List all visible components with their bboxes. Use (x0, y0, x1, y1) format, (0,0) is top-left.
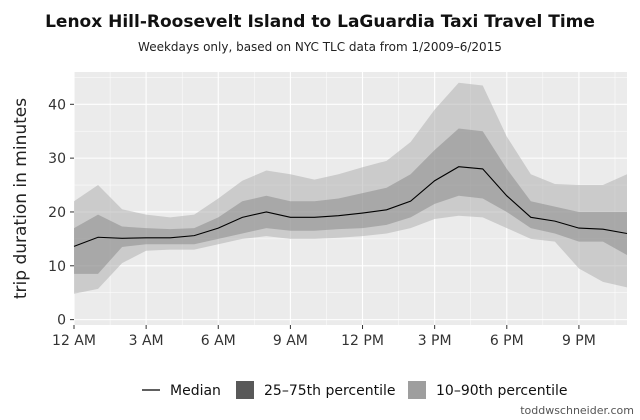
legend-label-25-75: 25–75th percentile (264, 383, 395, 399)
x-tick-label: 9 AM (273, 333, 308, 349)
y-tick-label: 0 (57, 313, 66, 329)
median-line (73, 166, 628, 247)
y-tick-label: 30 (48, 151, 66, 167)
x-tick-label: 12 AM (52, 333, 96, 349)
y-tick-label: 10 (48, 259, 66, 275)
band-10-90-percentile (74, 82, 627, 294)
x-tick-label: 6 AM (201, 333, 236, 349)
x-axis-ticks: 12 AM 3 AM 6 AM 9 AM 12 PM 3 PM 6 PM 9 PM (52, 325, 596, 349)
x-tick-label: 3 AM (129, 333, 164, 349)
x-tick-label: 12 PM (341, 333, 384, 349)
chart-title: Lenox Hill-Roosevelt Island to LaGuardia… (45, 12, 595, 32)
band-25-75-percentile (74, 128, 627, 274)
legend-label-median: Median (170, 383, 221, 399)
x-tick-label: 3 PM (418, 333, 452, 349)
chart-subtitle: Weekdays only, based on NYC TLC data fro… (138, 40, 502, 54)
y-axis-label: trip duration in minutes (11, 98, 31, 299)
x-tick-label: 9 PM (562, 333, 596, 349)
legend: Median 25–75th percentile 10–90th percen… (142, 381, 567, 399)
x-tick-label: 6 PM (490, 333, 524, 349)
legend-label-10-90: 10–90th percentile (436, 383, 567, 399)
legend-swatch-10-90 (408, 381, 426, 399)
y-axis-ticks: 0 10 20 30 40 (48, 97, 74, 329)
y-tick-label: 20 (48, 205, 66, 221)
legend-swatch-25-75 (236, 381, 254, 399)
y-tick-label: 40 (48, 97, 66, 113)
credit-text: toddwschneider.com (520, 404, 634, 417)
